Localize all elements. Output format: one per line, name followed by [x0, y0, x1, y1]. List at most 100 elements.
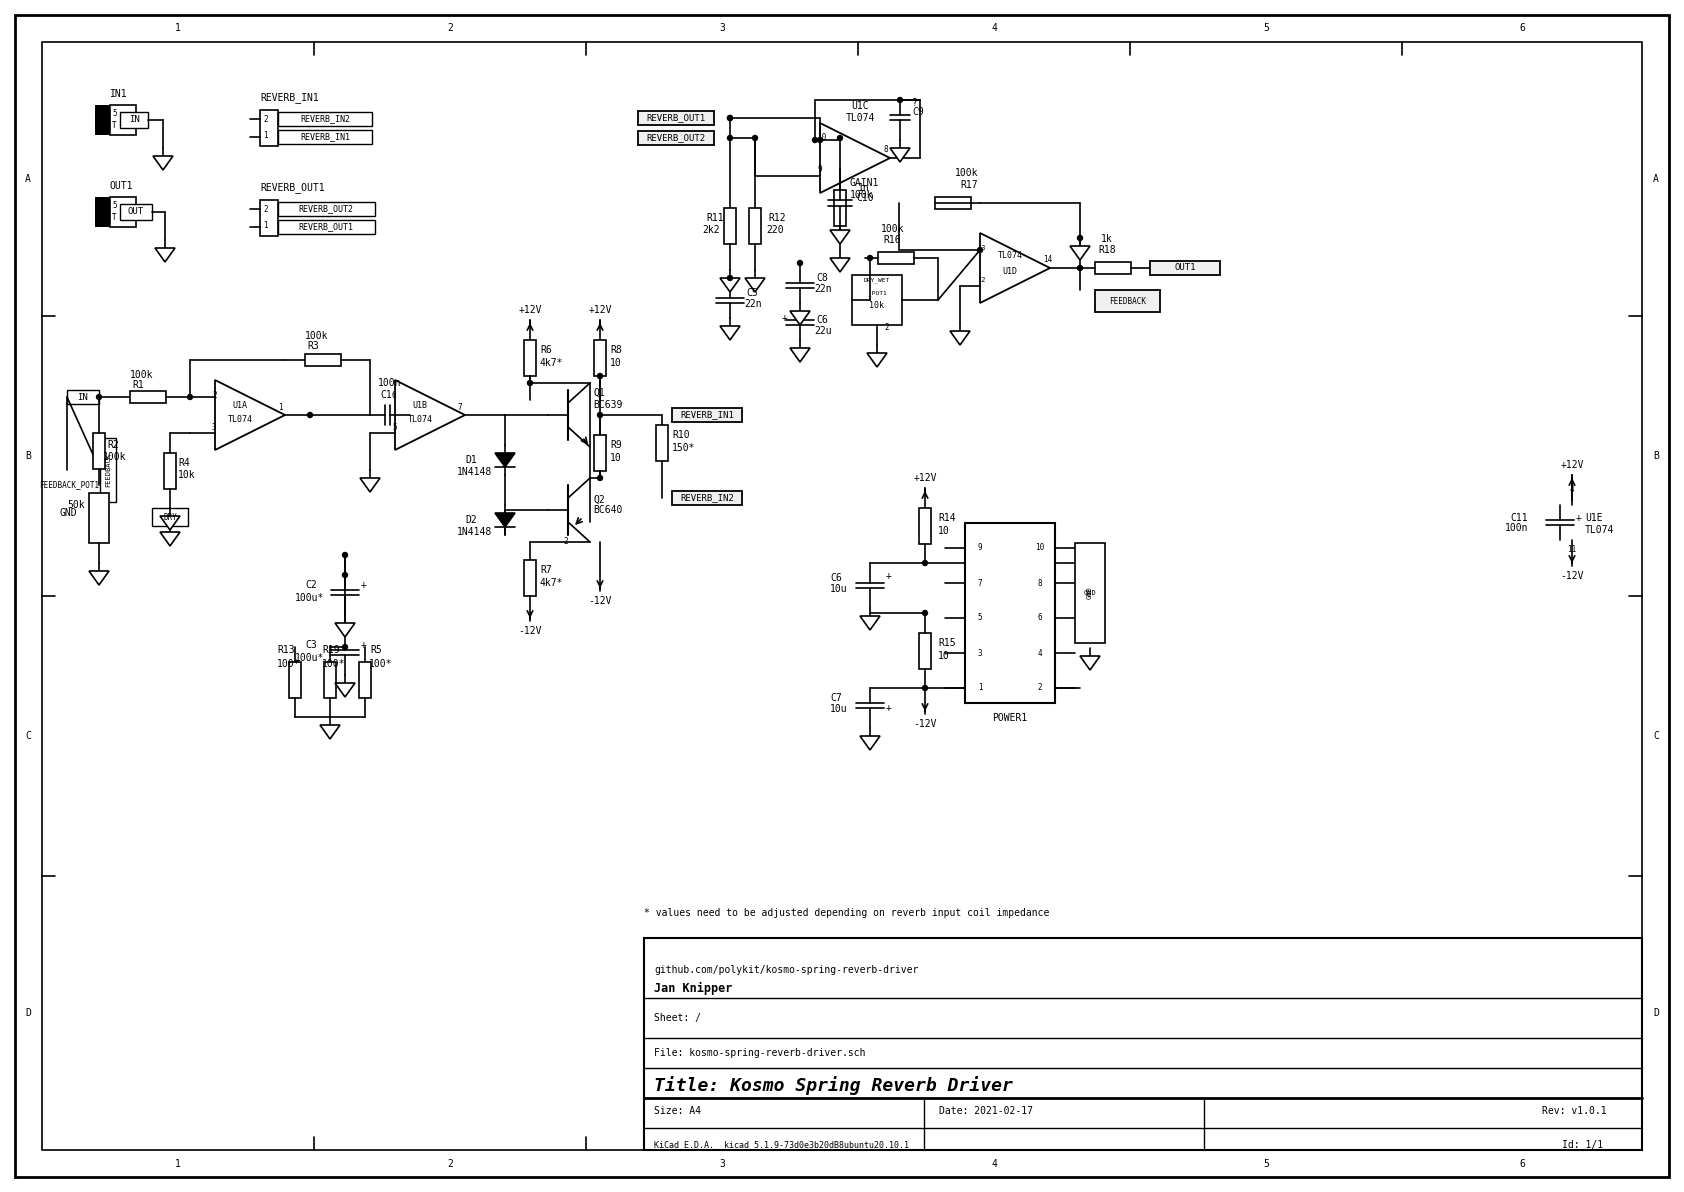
Bar: [259, 200, 278, 236]
Text: +: +: [360, 640, 367, 650]
Text: DRY_WET: DRY_WET: [864, 278, 891, 283]
Circle shape: [867, 255, 872, 261]
Text: B: B: [1654, 451, 1659, 461]
Bar: [919, 633, 931, 669]
Text: FEEDBACK: FEEDBACK: [104, 453, 111, 488]
Text: REVERB_IN1: REVERB_IN1: [300, 132, 350, 142]
Circle shape: [187, 395, 192, 399]
Bar: [749, 207, 761, 244]
Bar: [94, 105, 109, 135]
Text: Date: 2021-02-17: Date: 2021-02-17: [940, 1106, 1032, 1116]
Text: +: +: [886, 571, 893, 581]
Text: 4: 4: [992, 23, 997, 33]
Bar: [278, 130, 372, 144]
Text: 12: 12: [977, 277, 985, 283]
Text: 6: 6: [1519, 23, 1526, 33]
Polygon shape: [891, 148, 909, 162]
Polygon shape: [1069, 246, 1090, 260]
Text: D1: D1: [465, 455, 477, 465]
Text: A: A: [25, 174, 30, 184]
Bar: [1095, 262, 1132, 274]
Text: GND: GND: [1086, 586, 1093, 600]
Text: FEEDBACK: FEEDBACK: [1110, 297, 1147, 305]
Text: 4: 4: [992, 1159, 997, 1169]
Text: 100k: 100k: [881, 224, 904, 234]
Bar: [89, 493, 109, 544]
Text: B: B: [25, 451, 30, 461]
Polygon shape: [495, 513, 515, 527]
Polygon shape: [1079, 656, 1100, 670]
Text: C8: C8: [817, 273, 829, 283]
Text: +: +: [1576, 513, 1581, 523]
Text: 10u: 10u: [830, 704, 847, 714]
Text: TL074: TL074: [1585, 524, 1615, 535]
Text: -12V: -12V: [913, 719, 936, 730]
Polygon shape: [950, 331, 970, 344]
Text: TL074: TL074: [227, 416, 253, 424]
Text: Jan Knipper: Jan Knipper: [653, 981, 733, 994]
Bar: [1074, 544, 1105, 642]
Text: 8: 8: [1037, 578, 1042, 588]
Text: R9: R9: [610, 440, 621, 451]
Text: R1: R1: [131, 380, 143, 390]
Text: 100k: 100k: [305, 331, 328, 341]
Text: 100n: 100n: [377, 378, 401, 389]
Text: 2k2: 2k2: [702, 225, 719, 235]
Text: 13: 13: [977, 246, 985, 252]
Text: FEEDBACK_POT1: FEEDBACK_POT1: [39, 480, 99, 490]
Text: 1N4148: 1N4148: [456, 527, 492, 538]
Text: +12V: +12V: [1561, 460, 1583, 470]
Text: 100*: 100*: [322, 659, 345, 669]
Polygon shape: [495, 453, 515, 467]
Text: R6: R6: [541, 344, 552, 355]
Text: C2: C2: [305, 581, 317, 590]
Text: 2: 2: [1037, 683, 1042, 693]
Text: 3: 3: [212, 422, 217, 432]
Text: 10: 10: [817, 134, 827, 143]
Text: +: +: [886, 703, 893, 713]
Bar: [99, 437, 116, 502]
Polygon shape: [830, 230, 850, 244]
Polygon shape: [790, 348, 810, 362]
Bar: [524, 340, 536, 375]
Polygon shape: [830, 257, 850, 272]
Circle shape: [798, 261, 803, 266]
Text: 1: 1: [263, 221, 268, 230]
Text: R5: R5: [370, 645, 382, 654]
Circle shape: [308, 412, 313, 417]
Text: BC640: BC640: [593, 505, 623, 515]
Text: R7: R7: [541, 565, 552, 575]
Text: IN: IN: [128, 116, 140, 124]
Polygon shape: [335, 623, 355, 637]
Text: 100k: 100k: [130, 370, 153, 380]
Text: GND: GND: [61, 508, 77, 519]
Bar: [290, 662, 301, 699]
Circle shape: [727, 275, 733, 280]
Bar: [278, 221, 376, 234]
Polygon shape: [160, 516, 180, 530]
Bar: [877, 252, 914, 263]
Text: 2: 2: [263, 205, 268, 213]
Text: 5: 5: [1263, 23, 1270, 33]
Text: REVERB_OUT1: REVERB_OUT1: [647, 113, 706, 123]
Circle shape: [598, 373, 603, 379]
Bar: [638, 131, 714, 145]
Circle shape: [527, 380, 532, 385]
Text: 2: 2: [446, 1159, 453, 1169]
Text: 100*: 100*: [369, 659, 392, 669]
Text: 2: 2: [263, 114, 268, 124]
Circle shape: [1078, 266, 1083, 271]
Text: Q1: Q1: [593, 389, 605, 398]
Bar: [638, 111, 714, 125]
Text: REVERB_OUT2: REVERB_OUT2: [647, 134, 706, 143]
Text: 1: 1: [278, 403, 283, 411]
Text: 1n: 1n: [859, 184, 869, 193]
Polygon shape: [320, 725, 340, 739]
Polygon shape: [360, 478, 381, 492]
Text: REVERB_OUT2: REVERB_OUT2: [298, 205, 354, 213]
Text: +12V: +12V: [588, 305, 611, 315]
Circle shape: [923, 560, 928, 565]
Text: U1A: U1A: [232, 401, 248, 410]
Text: 22u: 22u: [813, 325, 832, 336]
Bar: [109, 105, 136, 135]
